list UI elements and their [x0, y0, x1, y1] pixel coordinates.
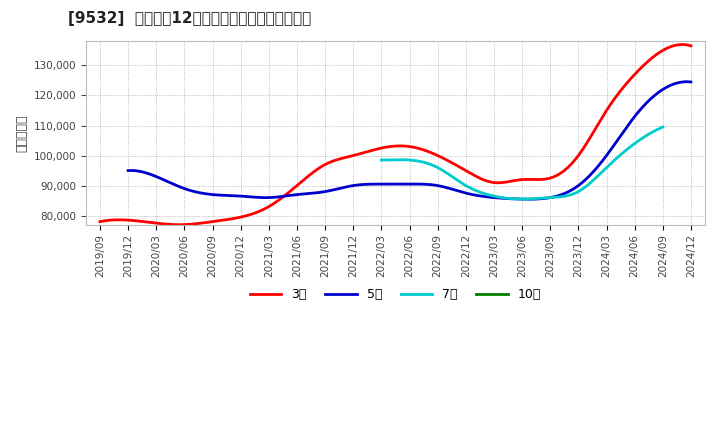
3年 — [449, 161, 457, 166]
5年 — [395, 181, 403, 187]
5年 — [674, 80, 683, 85]
5年 — [586, 172, 595, 177]
Legend: 3年, 5年, 7年, 10年: 3年, 5年, 7年, 10年 — [245, 283, 546, 306]
5年 — [459, 190, 467, 195]
5年 — [428, 182, 437, 187]
Line: 3年: 3年 — [100, 44, 691, 225]
3年 — [96, 219, 104, 224]
7年 — [530, 196, 539, 202]
5年 — [687, 79, 696, 84]
5年 — [391, 181, 400, 187]
3年 — [674, 42, 683, 48]
3年 — [377, 145, 386, 150]
3年 — [417, 147, 426, 152]
3年 — [581, 143, 590, 148]
3年 — [176, 222, 185, 227]
Text: [9532]  経常利益12か月移動合計の平均値の推移: [9532] 経常利益12か月移動合計の平均値の推移 — [68, 11, 312, 26]
7年 — [545, 195, 554, 200]
7年 — [608, 159, 617, 165]
3年 — [381, 145, 390, 150]
7年 — [652, 127, 661, 132]
3年 — [687, 43, 696, 48]
7年 — [510, 196, 519, 202]
Y-axis label: （百万円）: （百万円） — [15, 114, 28, 152]
7年 — [513, 196, 521, 202]
7年 — [377, 158, 386, 163]
Line: 5年: 5年 — [128, 82, 691, 199]
5年 — [124, 168, 132, 173]
Line: 7年: 7年 — [382, 127, 663, 199]
5年 — [526, 197, 534, 202]
7年 — [518, 196, 527, 202]
5年 — [682, 79, 690, 84]
7年 — [659, 125, 667, 130]
3年 — [678, 42, 687, 47]
